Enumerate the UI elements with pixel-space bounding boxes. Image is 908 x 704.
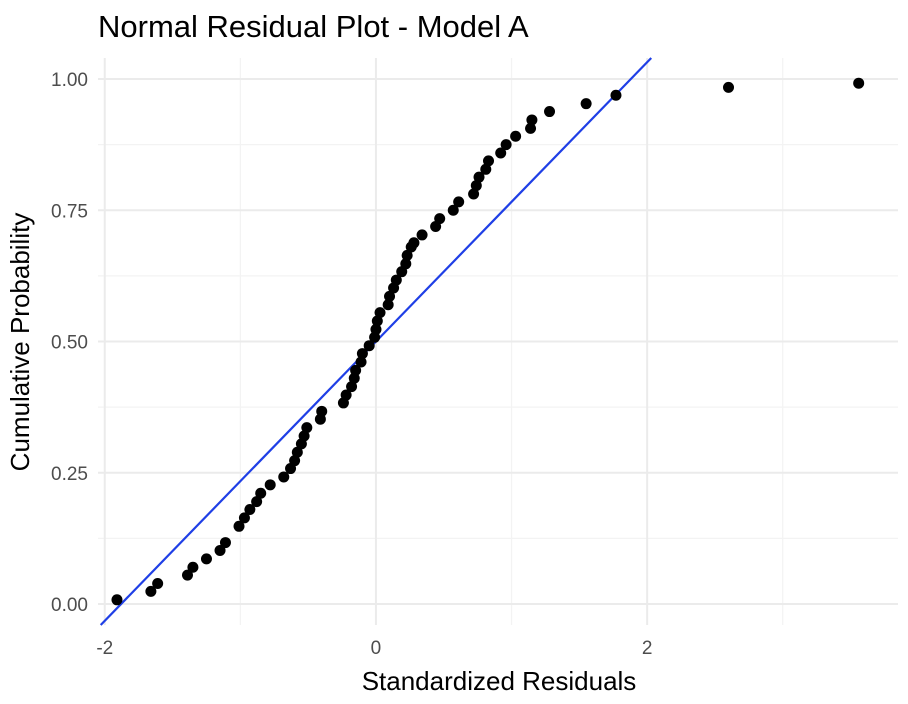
data-point <box>152 578 164 590</box>
data-point <box>289 455 301 467</box>
data-point <box>470 180 482 192</box>
y-axis-title: Cumulative Probability <box>5 213 35 472</box>
data-point <box>255 487 267 499</box>
data-point <box>346 381 358 393</box>
y-tick-label: 0.75 <box>51 201 88 222</box>
data-point <box>298 430 310 442</box>
y-tick-label: 1.00 <box>51 70 88 91</box>
data-point <box>350 364 362 376</box>
x-axis-title: Standardized Residuals <box>362 666 637 696</box>
data-point <box>480 163 492 175</box>
data-point <box>200 553 212 565</box>
data-point <box>145 585 157 597</box>
x-tick-label: -2 <box>96 638 113 659</box>
data-point <box>384 290 396 302</box>
data-point <box>371 315 383 327</box>
data-point <box>187 561 199 573</box>
data-point <box>233 520 245 532</box>
data-point <box>181 569 193 581</box>
data-point <box>363 340 375 352</box>
chart-title: Normal Residual Plot - Model A <box>98 9 529 44</box>
data-point <box>447 204 459 216</box>
grid <box>98 58 898 625</box>
data-point <box>219 537 231 549</box>
data-point <box>483 155 495 167</box>
data-point <box>610 89 622 101</box>
data-point <box>390 274 402 286</box>
data-point <box>500 139 512 151</box>
x-tick-label: 0 <box>371 638 382 659</box>
data-point <box>408 237 420 249</box>
data-point <box>468 188 480 200</box>
data-point <box>291 446 303 458</box>
data-point <box>301 422 313 434</box>
data-point <box>370 323 382 335</box>
data-point <box>214 544 226 556</box>
data-point <box>510 130 522 142</box>
data-point <box>453 196 465 208</box>
data-point <box>401 249 413 261</box>
data-point <box>434 213 446 225</box>
data-point <box>356 348 368 360</box>
x-axis-ticks: -2 0 2 <box>96 638 652 659</box>
data-point <box>580 98 592 110</box>
data-point <box>544 106 556 118</box>
data-point <box>853 77 865 89</box>
data-point <box>244 504 256 515</box>
x-tick-label: 2 <box>642 638 653 659</box>
data-point <box>526 114 538 126</box>
y-tick-label: 0.50 <box>51 333 88 354</box>
data-point <box>374 307 386 319</box>
data-point <box>238 512 250 524</box>
data-point <box>316 405 328 417</box>
data-point <box>340 389 352 401</box>
data-point <box>278 471 290 483</box>
data-point <box>111 594 123 606</box>
data-point <box>495 147 507 159</box>
data-point <box>525 122 537 134</box>
data-point <box>264 479 276 491</box>
data-point <box>382 299 394 311</box>
data-point <box>416 229 428 241</box>
data-point <box>251 496 263 508</box>
data-point <box>355 356 367 368</box>
data-points <box>111 77 865 606</box>
data-point <box>473 171 485 183</box>
data-point <box>400 258 412 270</box>
y-tick-label: 0.25 <box>51 464 88 485</box>
data-point <box>723 81 735 93</box>
y-axis-ticks: 0.00 0.25 0.50 0.75 1.00 <box>51 70 88 616</box>
y-tick-label: 0.00 <box>51 595 88 616</box>
